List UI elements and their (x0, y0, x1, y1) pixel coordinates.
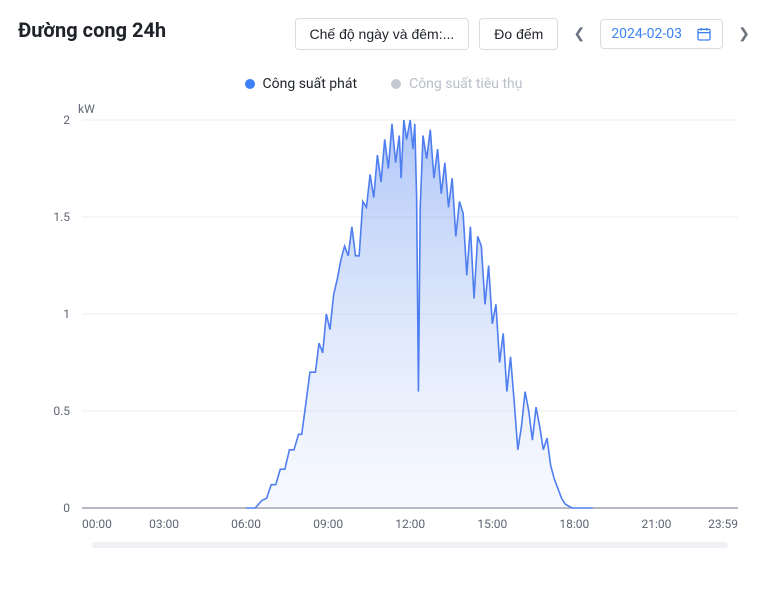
power-curve-chart: 0 0.5 1 1.5 2 00:00 03:00 06:00 09:00 12:00 15:00 1… (18, 102, 755, 542)
page-title: Đường cong 24h (18, 18, 166, 43)
calendar-icon (696, 26, 712, 42)
svg-text:2: 2 (63, 113, 70, 127)
svg-text:1.5: 1.5 (53, 210, 70, 224)
mode-select-button[interactable]: Chế độ ngày và đêm:... (295, 18, 470, 50)
legend-item-generation[interactable]: Công suất phát (245, 76, 358, 92)
measure-button[interactable]: Đo đếm (479, 18, 558, 50)
date-value: 2024-02-03 (611, 26, 682, 42)
legend-dot-consumption (391, 79, 401, 89)
legend-label-consumption: Công suất tiêu thụ (409, 76, 522, 92)
svg-text:0: 0 (63, 501, 70, 515)
legend-dot-generation (245, 79, 255, 89)
svg-text:0.5: 0.5 (53, 404, 70, 418)
next-day-button[interactable]: ❯ (733, 26, 755, 42)
legend-item-consumption[interactable]: Công suất tiêu thụ (391, 76, 522, 92)
svg-text:00:00: 00:00 (82, 517, 112, 531)
svg-text:21:00: 21:00 (641, 517, 671, 531)
chart-legend: Công suất phát Công suất tiêu thụ (0, 76, 767, 92)
date-picker[interactable]: 2024-02-03 (600, 19, 723, 49)
chart-scroll-track[interactable] (92, 542, 728, 548)
svg-text:03:00: 03:00 (149, 517, 179, 531)
chart-area: kW 0 0.5 1 1.5 2 00:00 03:00 06:00 09:00 12:00 15:… (18, 102, 755, 542)
legend-label-generation: Công suất phát (263, 76, 358, 92)
svg-text:1: 1 (63, 307, 70, 321)
svg-text:06:00: 06:00 (231, 517, 261, 531)
prev-day-button[interactable]: ❮ (568, 26, 590, 42)
svg-text:18:00: 18:00 (559, 517, 589, 531)
svg-text:12:00: 12:00 (395, 517, 425, 531)
svg-text:15:00: 15:00 (477, 517, 507, 531)
y-axis-unit: kW (78, 102, 95, 116)
header-controls: Chế độ ngày và đêm:... Đo đếm ❮ 2024-02-… (295, 18, 755, 50)
svg-text:23:59: 23:59 (708, 517, 738, 531)
svg-text:09:00: 09:00 (313, 517, 343, 531)
